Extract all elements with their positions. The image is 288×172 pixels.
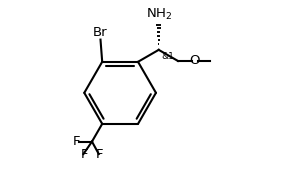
Text: Br: Br bbox=[92, 26, 107, 39]
Text: &1: &1 bbox=[161, 52, 174, 61]
Text: F: F bbox=[73, 135, 80, 148]
Text: F: F bbox=[81, 148, 88, 161]
Text: O: O bbox=[190, 55, 200, 67]
Text: F: F bbox=[96, 148, 103, 161]
Text: NH$_2$: NH$_2$ bbox=[145, 7, 172, 22]
